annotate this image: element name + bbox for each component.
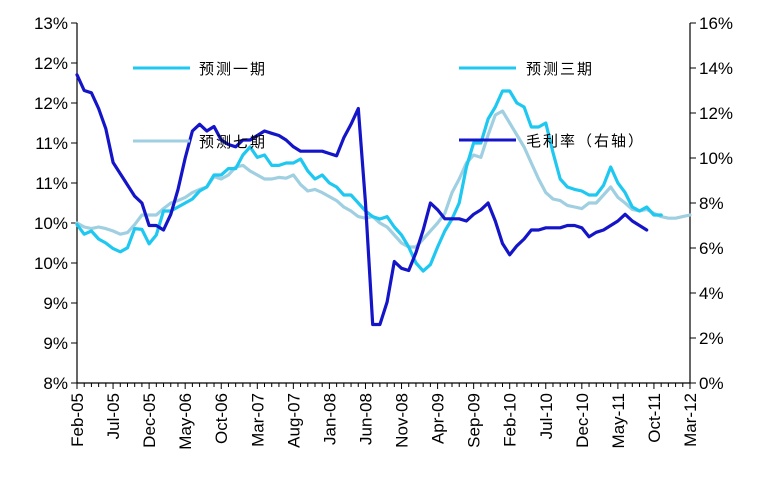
- y-right-tick-label: 0%: [699, 374, 724, 393]
- y-left-tick-label: 9%: [43, 334, 68, 353]
- y-left-tick-label: 10%: [34, 254, 68, 273]
- series-line-forecast-7: [75, 109, 692, 249]
- axes-layer: 8% 9% 9% 10% 10% 11% 11% 12% 12% 13% 0% 2% 4% 6% 8% 10%…: [34, 14, 733, 450]
- x-tick-label: May-06: [176, 393, 195, 450]
- y-right-tick-label: 10%: [699, 149, 733, 168]
- y-left-tick-label: 8%: [43, 374, 68, 393]
- legend-label-gross-margin: 毛利率（右轴）: [526, 132, 645, 150]
- y-left-tick-label: 9%: [43, 294, 68, 313]
- legend-entry-forecast-1: 预测一期: [133, 60, 267, 78]
- y-right-tick-label: 2%: [699, 329, 724, 348]
- y-left-tick-label: 13%: [34, 14, 68, 33]
- legend-label-forecast-1: 预测一期: [199, 60, 267, 78]
- x-tick-label: Apr-09: [429, 393, 448, 444]
- series-line-forecast-1: [75, 89, 663, 273]
- legend-entry-gross-margin: 毛利率（右轴）: [459, 132, 645, 150]
- x-tick-label: Jan-08: [320, 393, 339, 445]
- y-left-tick-label: 11%: [35, 134, 68, 153]
- legend-label-forecast-7: 预测七期: [199, 133, 267, 151]
- series-layer: [75, 73, 692, 327]
- legend-entry-forecast-7: 预测七期: [133, 133, 267, 151]
- y-right-tick-label: 16%: [699, 14, 733, 33]
- x-tick-label: Dec-10: [573, 393, 592, 448]
- x-tick-label: Mar-07: [248, 393, 267, 447]
- y-right-tick-label: 8%: [699, 194, 724, 213]
- legend: 预测一期 预测三期 预测七期 毛利率（右轴）: [133, 60, 645, 151]
- y-left-tick-label: 12%: [34, 94, 68, 113]
- x-tick-label: Aug-07: [284, 393, 303, 448]
- legend-entry-forecast-3: 预测三期: [459, 60, 594, 78]
- x-tick-label: Feb-05: [68, 393, 87, 447]
- x-tick-label: Nov-08: [393, 393, 412, 448]
- x-tick-label: Jul-05: [104, 393, 123, 439]
- x-tick-label: Mar-12: [681, 393, 700, 447]
- y-left-tick-label: 10%: [34, 214, 68, 233]
- y-left-tick-label: 11%: [35, 174, 68, 193]
- x-tick-label: Jul-10: [537, 393, 556, 439]
- x-tick-label: Jun-08: [356, 393, 375, 445]
- y-left-tick-label: 12%: [34, 54, 68, 73]
- legend-label-forecast-3: 预测三期: [526, 60, 594, 78]
- y-right-tick-label: 4%: [699, 284, 724, 303]
- y-right-tick-label: 12%: [699, 104, 733, 123]
- y-right-tick-label: 6%: [699, 239, 724, 258]
- x-tick-label: Dec-05: [140, 393, 159, 448]
- x-tick-label: May-11: [609, 393, 628, 448]
- x-tick-label: Feb-10: [501, 393, 520, 447]
- x-tick-label: Sep-09: [465, 393, 484, 448]
- series-line-gross-margin: [75, 73, 649, 327]
- x-tick-label: Oct-06: [212, 393, 231, 444]
- y-right-tick-label: 14%: [699, 59, 733, 78]
- x-tick-label: Oct-11: [645, 393, 664, 443]
